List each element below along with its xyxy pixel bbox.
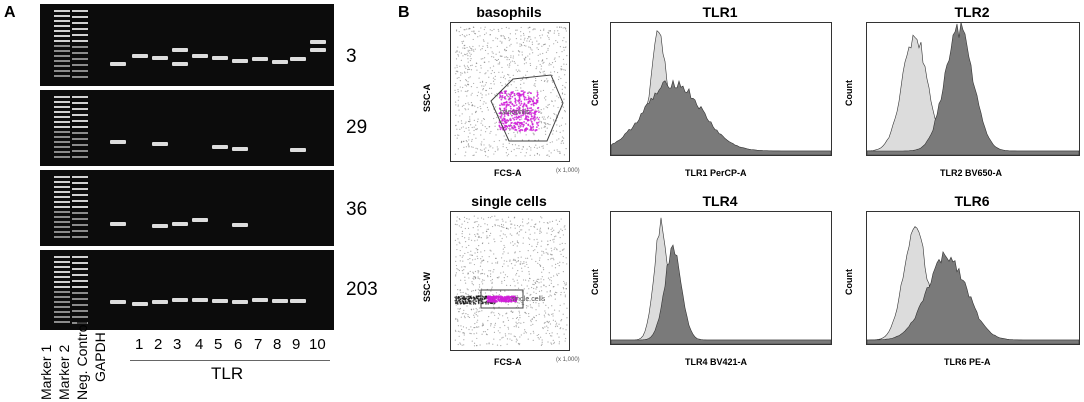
plot-title: TLR1 — [702, 4, 738, 20]
histogram-tlr2 — [866, 22, 1080, 156]
plot-title: TLR4 — [702, 193, 738, 209]
tlr-lane-number: 4 — [195, 336, 204, 353]
scatter-plot-single-cells — [450, 211, 570, 351]
gel-label: 36 — [346, 199, 368, 220]
panel-a-letter: A — [4, 4, 16, 21]
x-axis-label: TLR2 BV650-A — [940, 168, 1003, 178]
tlr-lane-number: 5 — [214, 336, 223, 353]
tlr-lane-number: 3 — [173, 336, 182, 353]
tlr-lane-number: 9 — [292, 336, 301, 353]
lane-label-marker2: Marker 2 — [56, 344, 72, 400]
tlr-lane-number: 8 — [273, 336, 282, 353]
plot-title: single cells — [471, 193, 547, 209]
tlr-lane-number: 7 — [254, 336, 263, 353]
x-axis-label: FCS-A — [494, 168, 522, 178]
scale-note: (x 1,000) — [556, 357, 580, 363]
gel-image — [40, 4, 334, 86]
plot-title: TLR2 — [954, 4, 990, 20]
tlr-lane-number: 1 — [135, 336, 144, 353]
y-axis-label: SSC-W — [422, 272, 432, 302]
histogram-tlr1 — [610, 22, 832, 156]
lane-label-marker1: Marker 1 — [38, 344, 54, 400]
scale-note: (x 1,000) — [556, 168, 580, 174]
y-axis-label: Count — [844, 269, 854, 295]
gate-label-basophils: basophils — [500, 109, 530, 116]
tlr-lane-number: 2 — [154, 336, 163, 353]
y-axis-label: Count — [844, 80, 854, 106]
tlr-group-rule — [130, 360, 330, 361]
gel-image — [40, 170, 334, 246]
gel-label: 29 — [346, 117, 368, 138]
y-axis-label: SSC-A — [422, 83, 432, 112]
x-axis-label: FCS-A — [494, 357, 522, 367]
x-axis-label: TLR4 BV421-A — [685, 357, 748, 367]
lane-label-neg-control: Neg. Control — [74, 321, 90, 400]
tlr-lane-number: 10 — [309, 336, 326, 353]
y-axis-label: Count — [590, 269, 600, 295]
x-axis-label: TLR6 PE-A — [944, 357, 991, 367]
gel-image — [40, 250, 334, 330]
histogram-tlr6 — [866, 211, 1080, 345]
lane-label-gapdh: GAPDH — [92, 332, 108, 382]
plot-title: basophils — [476, 4, 542, 20]
histogram-tlr4 — [610, 211, 832, 345]
gel-label: 203 — [346, 279, 378, 300]
plot-title: TLR6 — [954, 193, 990, 209]
panel-b-letter: B — [398, 4, 410, 21]
scatter-plot-basophils — [450, 22, 570, 162]
tlr-lane-number: 6 — [234, 336, 243, 353]
gel-image — [40, 90, 334, 166]
gel-label: 3 — [346, 46, 357, 67]
tlr-group-label: TLR — [211, 364, 244, 383]
x-axis-label: TLR1 PerCP-A — [685, 168, 747, 178]
gate-label-single-cells: single cells — [511, 296, 546, 303]
y-axis-label: Count — [590, 80, 600, 106]
